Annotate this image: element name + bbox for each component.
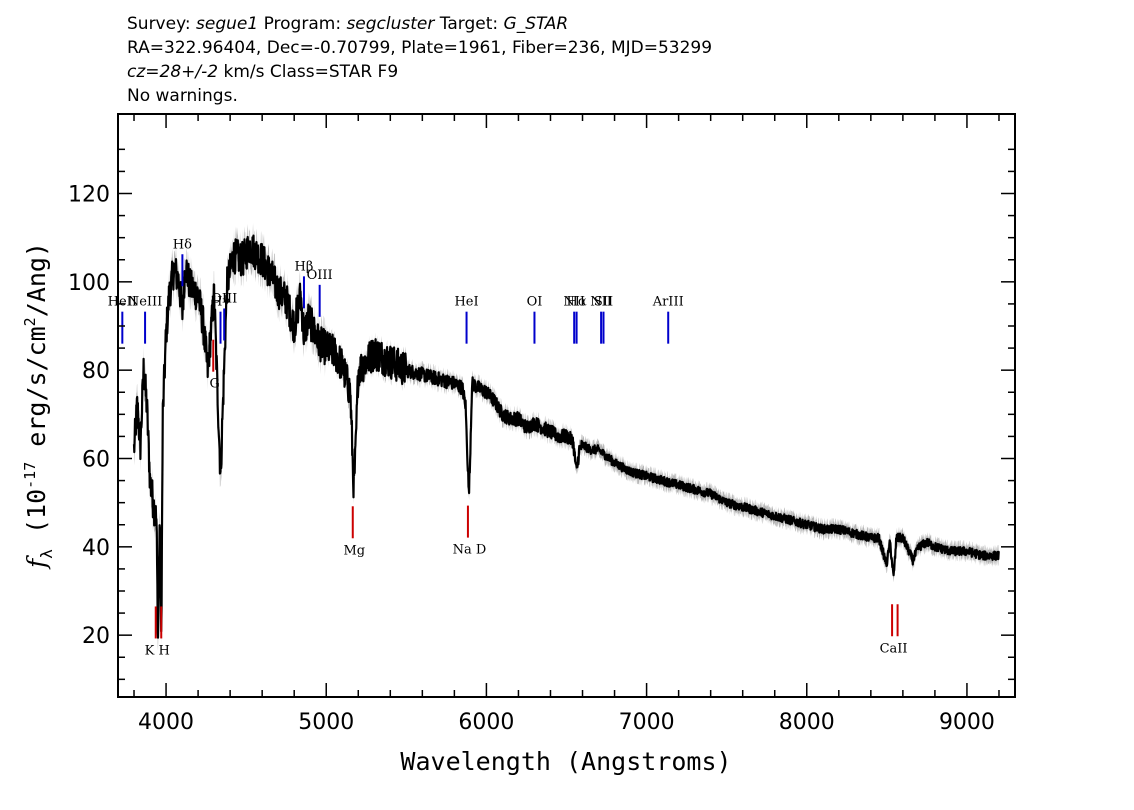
y-tick-label: 20 (82, 624, 110, 649)
absorption-label-g-15: G (210, 377, 220, 392)
x-tick-label: 9000 (939, 710, 995, 735)
target-label: Target: (434, 14, 504, 34)
emission-label-hei-7: HeI (454, 295, 478, 310)
emission-label-nii-11: NII (590, 295, 612, 310)
plot-frame (117, 113, 1016, 698)
x-tick-label: 7000 (619, 710, 675, 735)
emission-label-ariii-13: ArIII (652, 295, 684, 310)
absorption-label-mg-16: Mg (343, 543, 365, 558)
absorption-label-caii-18: CaII (880, 641, 908, 656)
y-tick-label: 60 (82, 448, 110, 473)
y-axis-title: fλ (10-17 erg/s/cm2/Ang) (21, 242, 56, 570)
program-value: segcluster (346, 14, 435, 34)
x-tick-label: 5000 (298, 710, 354, 735)
x-axis-title: Wavelength (Angstroms) (400, 747, 731, 776)
emission-label-h--3: Hγ (211, 295, 230, 310)
emission-label-oiii-6: OIII (307, 268, 333, 283)
header-line-1: Survey: segue1 Program: segcluster Targe… (127, 12, 712, 36)
emission-label-oiii-4: OIII (211, 291, 237, 306)
program-label: Program: (258, 14, 347, 34)
spectrum-header: Survey: segue1 Program: segcluster Targe… (127, 12, 712, 108)
survey-label: Survey: (127, 14, 197, 34)
class-text: km/s Class=STAR F9 (218, 62, 399, 82)
target-value: G_STAR (503, 14, 569, 34)
header-line-4: No warnings. (127, 86, 238, 106)
emission-label-heii-0: HeII (108, 295, 137, 310)
emission-label-h--10: Hα (567, 295, 587, 310)
x-tick-label: 8000 (779, 710, 835, 735)
y-tick-label: 120 (68, 183, 110, 208)
axes-layer: 4000 5000 6000 7000 8000 9000 20 40 60 80 100 120 (68, 113, 1016, 735)
spectrum-layer (132, 234, 1000, 639)
header-line-2: RA=322.96404, Dec=-0.70799, Plate=1961, … (127, 38, 713, 58)
emission-label-oi-8: OI (527, 295, 543, 310)
y-tick-label: 80 (82, 359, 110, 384)
x-tick-label: 4000 (138, 710, 194, 735)
header-line-3: cz=28+/-2 km/s Class=STAR F9 (127, 60, 712, 84)
emission-label-sii-12: SII (594, 295, 613, 310)
y-tick-label: 100 (68, 271, 110, 296)
y-tick-label: 40 (82, 536, 110, 561)
emission-label-nii-9: NII (563, 295, 585, 310)
emission-label-h--2: Hδ (173, 237, 192, 252)
emission-label-h--5: Hβ (295, 259, 314, 274)
absorption-label-k-h-14: K H (145, 643, 170, 658)
spectrum-line (132, 234, 1000, 639)
x-tick-label: 6000 (458, 710, 514, 735)
absorption-label-na-d-17: Na D (453, 543, 487, 558)
survey-value: segue1 (196, 14, 259, 34)
emission-label-neiii-1: NeIII (128, 295, 162, 310)
redshift-value: cz=28+/-2 (127, 62, 219, 82)
